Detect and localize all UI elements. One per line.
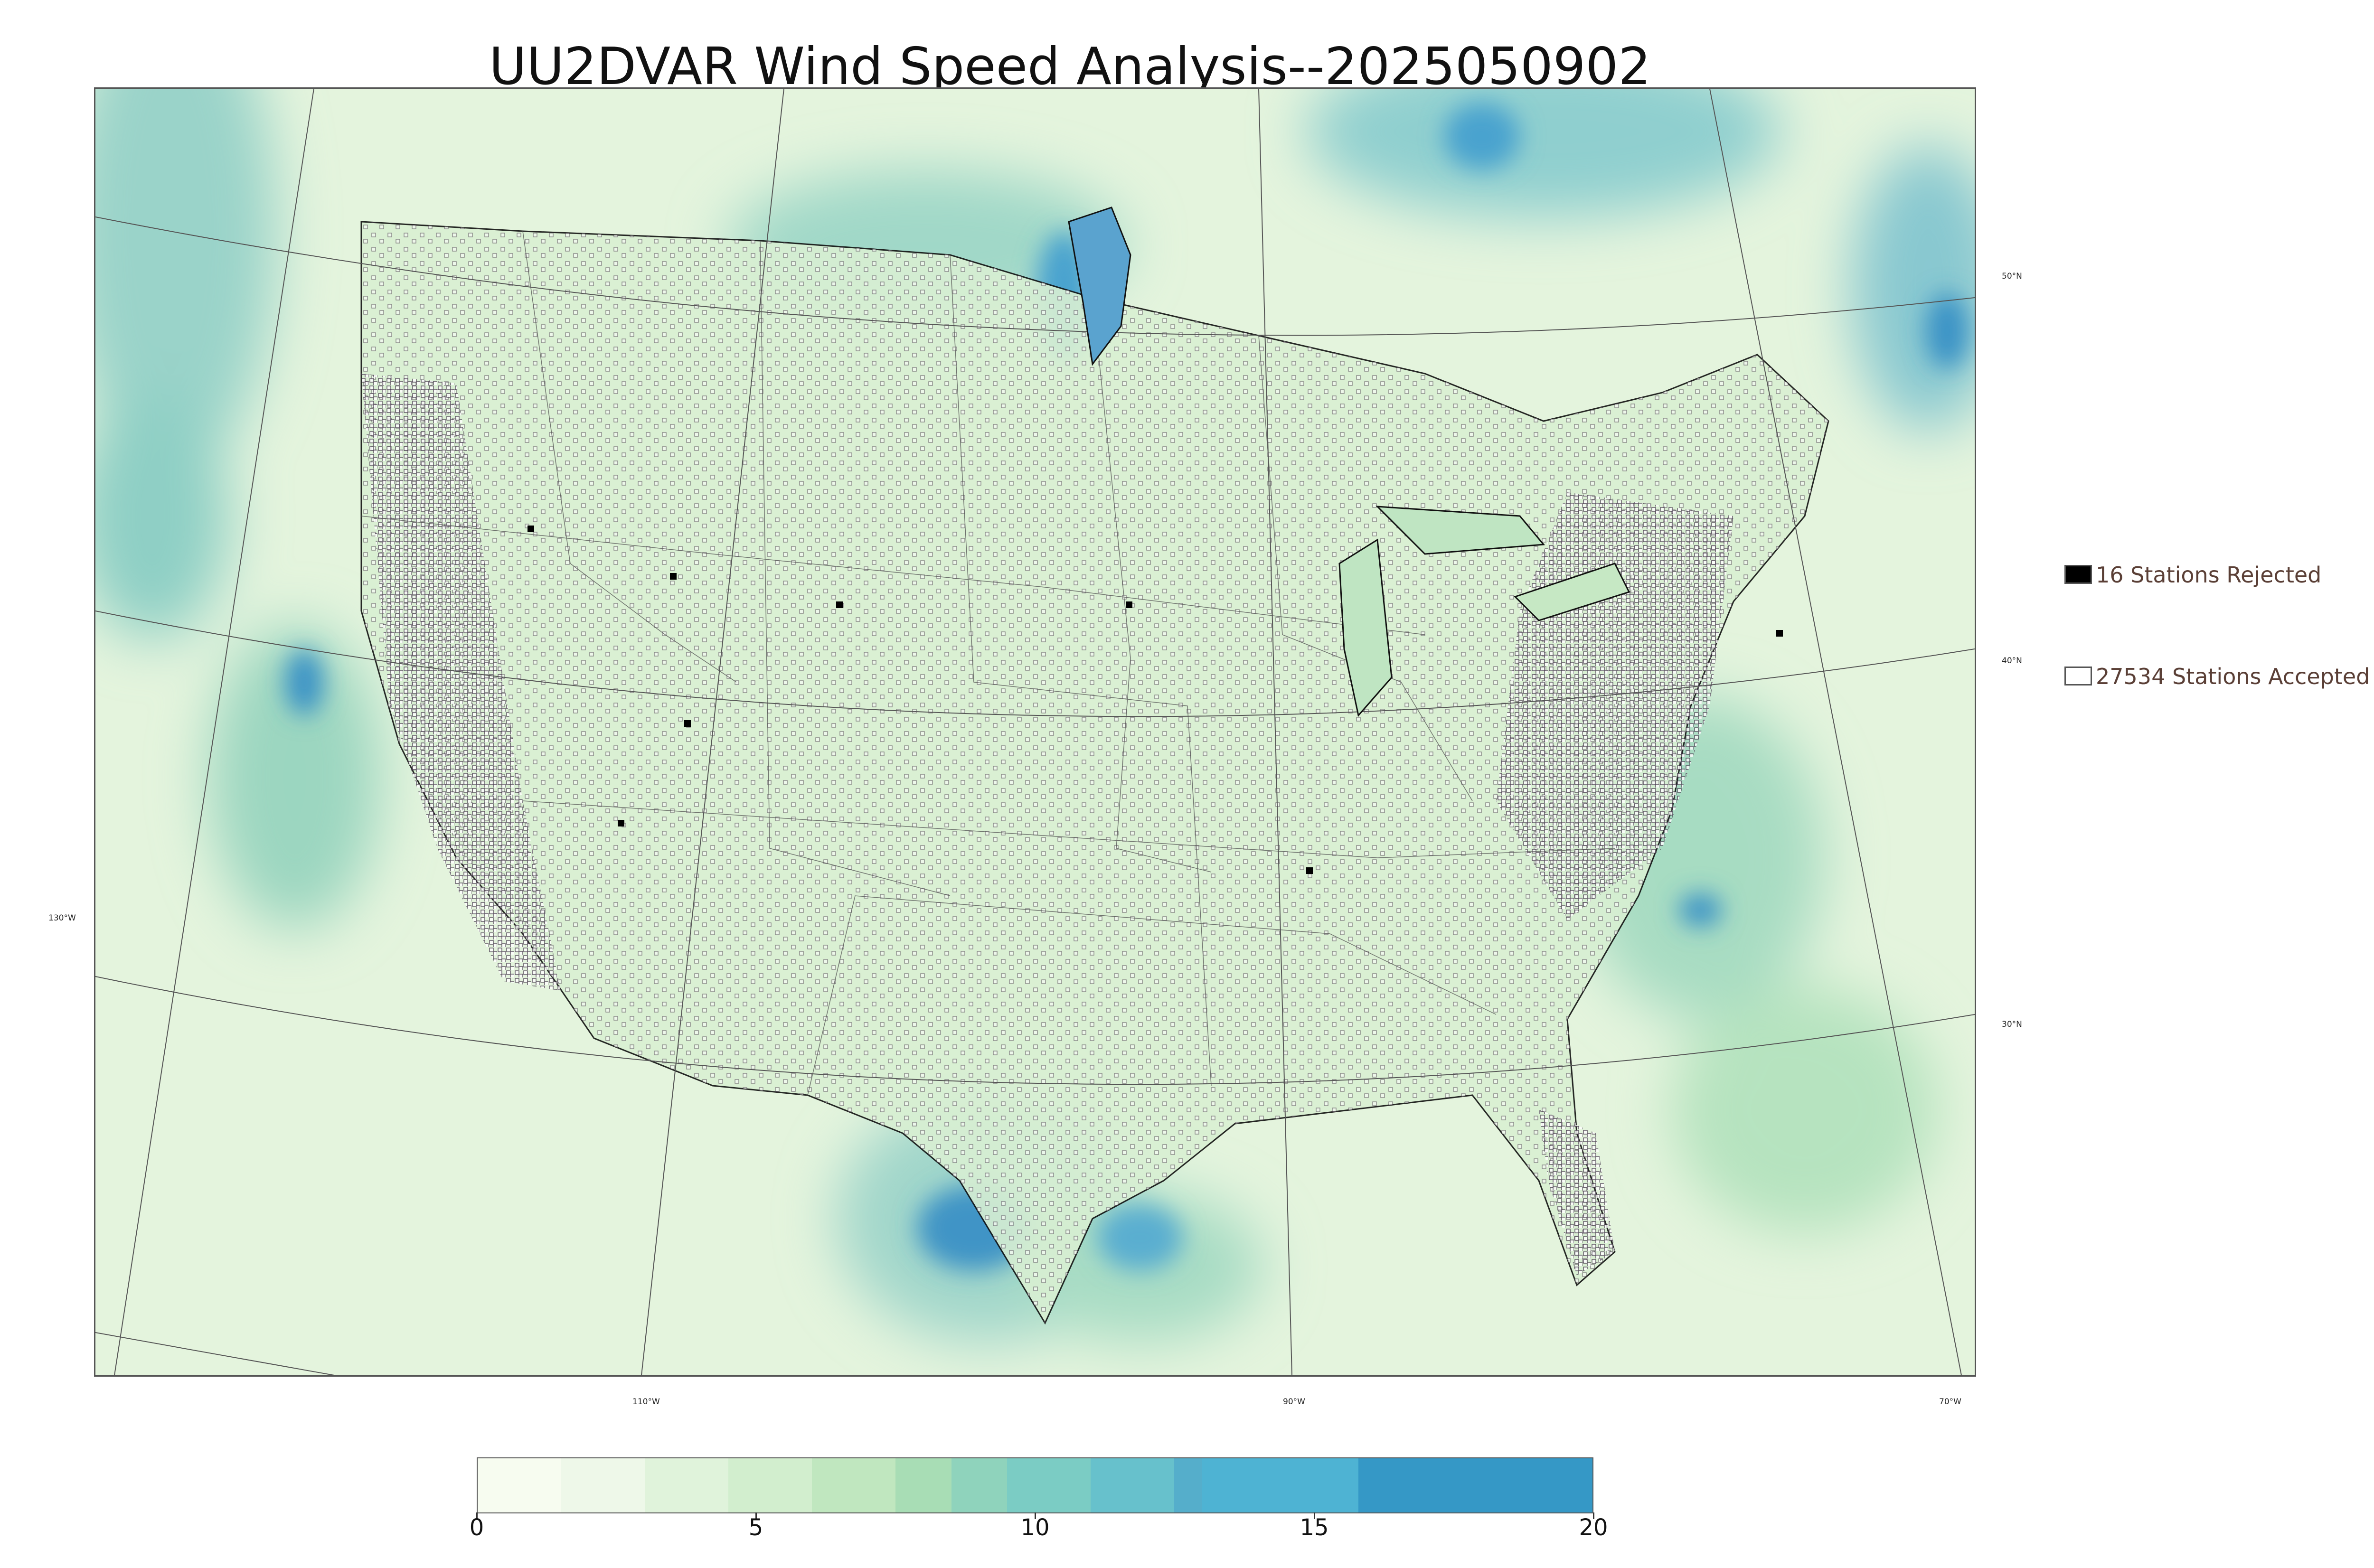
lat-label-40n: 40°N <box>2002 656 2022 666</box>
map-title: UU2DVAR Wind Speed Analysis--2025050902 <box>489 37 1651 96</box>
colorbar-segment <box>561 1458 645 1512</box>
colorbar-tick <box>1593 1512 1594 1519</box>
rejected-station-marker <box>1776 630 1783 637</box>
rejected-station-marker <box>528 526 534 532</box>
graticule <box>95 89 1975 1375</box>
station-cover <box>361 222 1828 1323</box>
rejected-station-marker <box>836 601 843 608</box>
colorbar-tick <box>1035 1512 1036 1519</box>
wind-speed-colorbar <box>477 1457 1593 1513</box>
lon-label-90w: 90°W <box>1283 1397 1305 1407</box>
colorbar-segment <box>951 1458 1008 1512</box>
colorbar-segment <box>895 1458 951 1512</box>
lat-label-50n: 50°N <box>2002 272 2022 281</box>
great-lakes <box>1068 207 1630 717</box>
colorbar-segment <box>1007 1458 1091 1512</box>
colorbar-tick <box>476 1512 478 1519</box>
lon-label-70w: 70°W <box>1939 1397 1961 1407</box>
colorbar-tick-label: 0 <box>469 1514 484 1541</box>
colorbar-segment <box>1202 1458 1358 1512</box>
colorbar-segment <box>1358 1458 1592 1512</box>
colorbar-tick-label: 10 <box>1020 1514 1050 1541</box>
accepted-label: 27534 Stations Accepted <box>2096 664 2370 689</box>
rejected-station-marker <box>618 820 624 826</box>
lon-label-110w: 110°W <box>632 1397 660 1407</box>
colorbar-segment <box>812 1458 896 1512</box>
rejected-station-marker <box>1306 867 1313 874</box>
rejected-station-marker <box>670 573 677 580</box>
state-borders <box>361 231 1615 1096</box>
rejected-station-marker <box>1126 601 1132 608</box>
colorbar-tick-label: 20 <box>1579 1514 1608 1541</box>
colorbar-segment <box>1174 1458 1203 1512</box>
rejected-swatch <box>2064 565 2092 584</box>
map-panel[interactable] <box>94 87 1976 1377</box>
colorbar-segment <box>1091 1458 1175 1512</box>
lat-label-30n: 30°N <box>2002 1020 2022 1029</box>
west-coast-stations <box>361 374 561 991</box>
florida-stations <box>1539 1109 1615 1276</box>
colorbar-tick-label: 5 <box>748 1514 763 1541</box>
colorbar-segment <box>728 1458 812 1512</box>
rejected-label: 16 Stations Rejected <box>2096 562 2322 588</box>
lon-label-130w: 130°W <box>48 913 76 923</box>
colorbar-segment <box>478 1458 562 1512</box>
colorbar-segment <box>645 1458 729 1512</box>
accepted-swatch <box>2064 667 2092 685</box>
colorbar-tick <box>1314 1512 1315 1519</box>
rejected-station-marker <box>684 720 691 727</box>
colorbar-tick-label: 15 <box>1300 1514 1329 1541</box>
colorbar-tick <box>755 1512 757 1519</box>
wind-speed-map[interactable] <box>95 89 1975 1375</box>
